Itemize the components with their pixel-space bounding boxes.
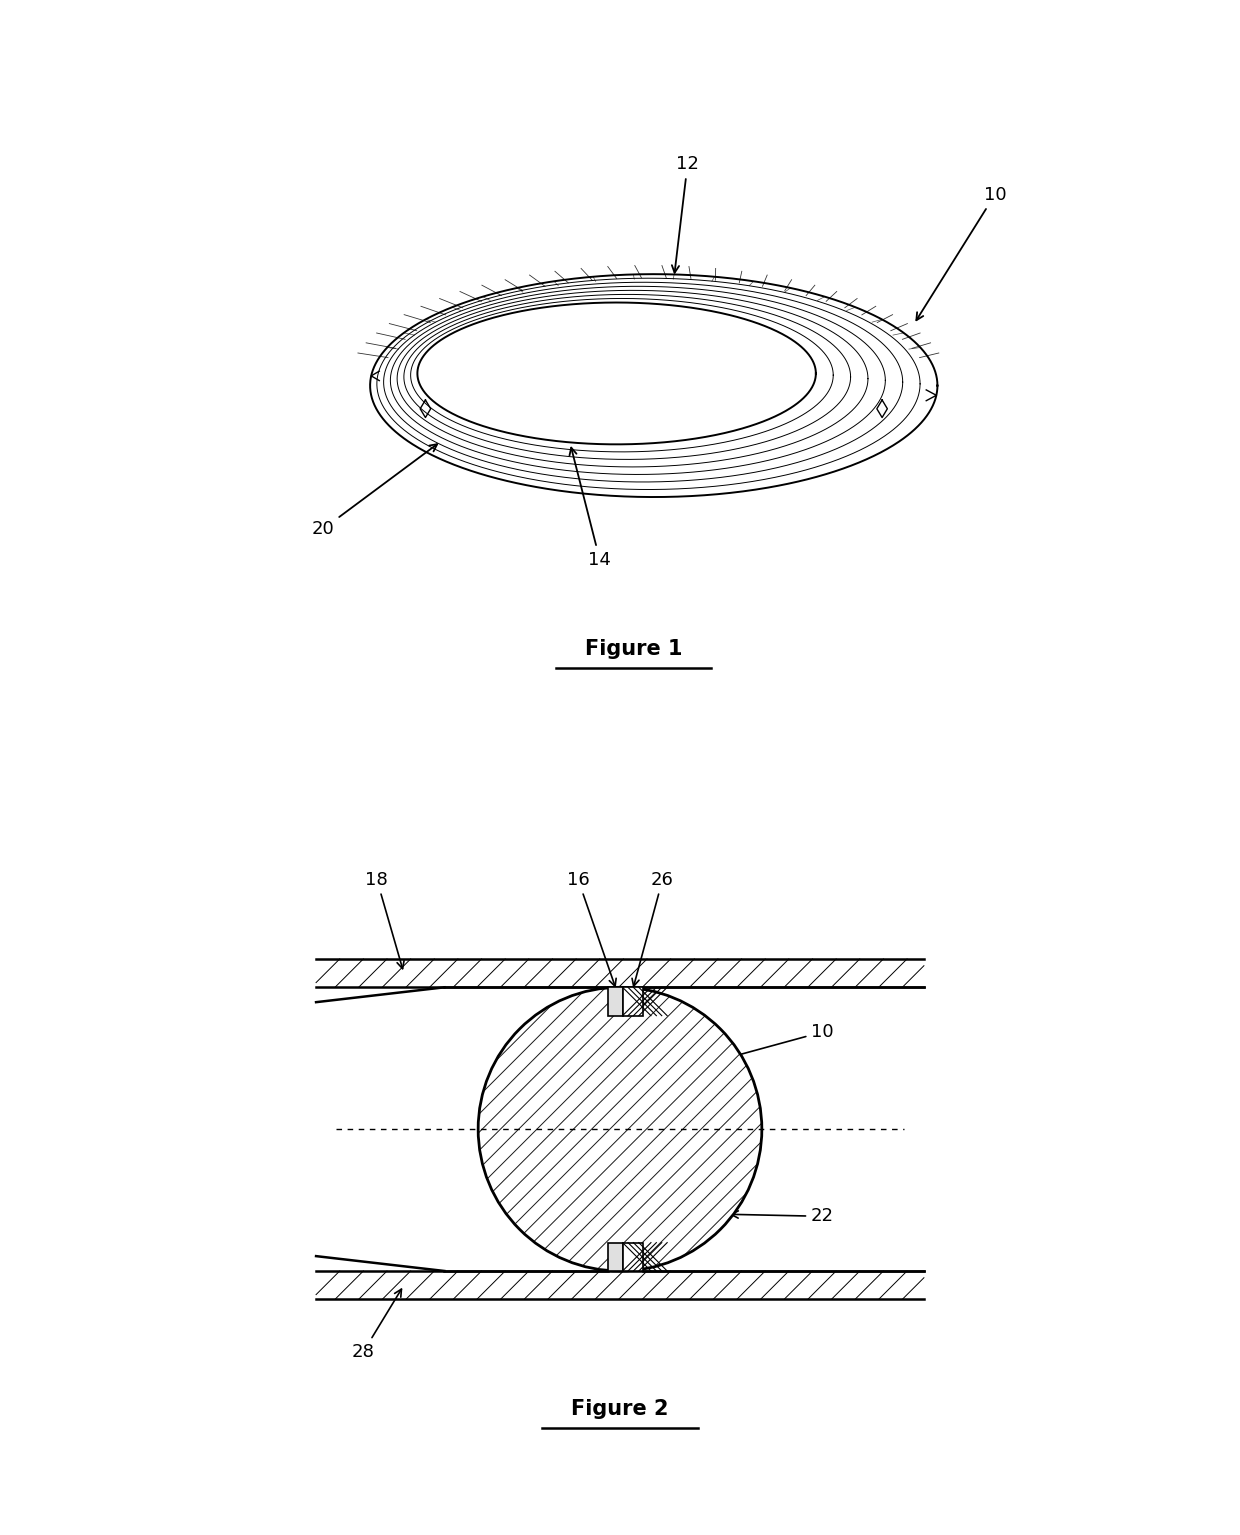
Text: 16: 16 <box>567 870 616 987</box>
Bar <box>622 987 644 1016</box>
Bar <box>316 959 924 987</box>
Text: 10: 10 <box>916 186 1006 321</box>
Text: 22: 22 <box>732 1208 835 1225</box>
Text: 26: 26 <box>632 870 675 985</box>
Bar <box>622 1243 644 1271</box>
Text: Figure 2: Figure 2 <box>572 1400 668 1420</box>
Text: 20: 20 <box>311 444 438 539</box>
Text: 18: 18 <box>366 870 404 969</box>
Text: Figure 1: Figure 1 <box>585 639 682 659</box>
Bar <box>316 1271 924 1299</box>
Bar <box>608 987 622 1016</box>
Circle shape <box>479 987 761 1271</box>
Text: 28: 28 <box>352 1289 402 1360</box>
Text: 14: 14 <box>569 448 611 568</box>
Bar <box>608 1243 622 1271</box>
Text: 10: 10 <box>730 1022 835 1059</box>
Text: 12: 12 <box>672 155 699 273</box>
